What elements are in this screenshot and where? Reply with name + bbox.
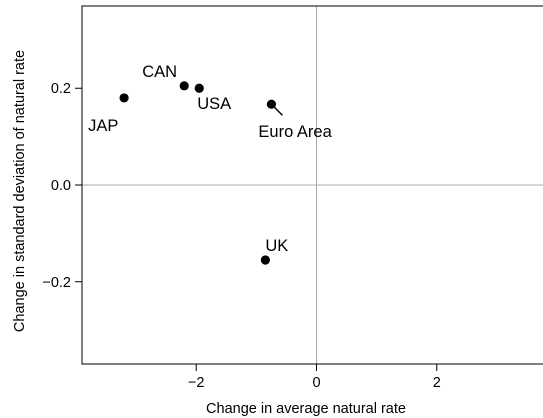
point-label: UK (265, 237, 288, 255)
x-axis-title: Change in average natural rate (206, 401, 406, 417)
y-axis: −0.2 0.0 0.2 (42, 81, 82, 291)
x-tick-label: 2 (433, 375, 441, 391)
point-marker (266, 99, 277, 109)
point-label: CAN (142, 63, 177, 81)
y-tick-label: 0.0 (51, 178, 71, 194)
x-tick-label: −2 (188, 375, 205, 391)
point-can: CAN (142, 63, 189, 91)
point-uk: UK (260, 237, 288, 265)
y-tick-label: 0.2 (51, 81, 71, 97)
point-marker (260, 255, 270, 265)
point-label: JAP (88, 117, 118, 135)
point-marker (179, 81, 189, 91)
y-tick-label: −0.2 (42, 275, 71, 291)
x-tick-label: 0 (312, 375, 320, 391)
point-label: Euro Area (258, 123, 332, 141)
x-axis: −2 0 2 (188, 364, 441, 391)
label-leader-line (273, 106, 283, 116)
data-points: JAP CAN USA Euro Area UK (88, 63, 333, 265)
point-marker (119, 93, 129, 103)
point-marker (194, 83, 204, 93)
point-usa: USA (194, 83, 231, 113)
y-axis-title: Change in standard deviation of natural … (12, 50, 28, 332)
point-euro-area: Euro Area (258, 99, 333, 141)
point-jap: JAP (88, 93, 129, 135)
point-label: USA (197, 95, 231, 113)
plot-area (81, 5, 543, 365)
